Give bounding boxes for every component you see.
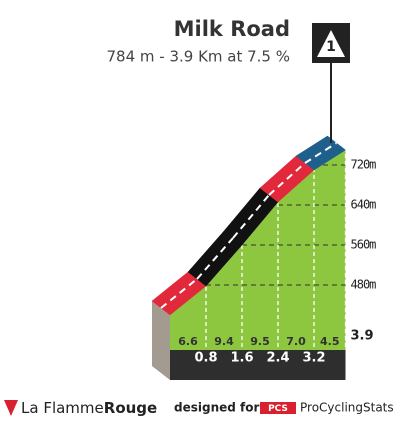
credit: designed for bbox=[174, 401, 259, 415]
y-tick-label: 560m bbox=[351, 238, 377, 252]
gradient-label: 9.5 bbox=[250, 335, 270, 348]
badge-bg bbox=[260, 402, 296, 414]
center-line bbox=[160, 278, 198, 309]
center-line bbox=[196, 237, 234, 280]
gradient-label: 6.6 bbox=[178, 335, 198, 348]
x-tick-label: 1.6 bbox=[230, 351, 253, 366]
brand-bold: Rouge bbox=[104, 399, 157, 417]
category-triangle bbox=[317, 30, 345, 57]
badge: PCS bbox=[268, 404, 288, 414]
x-tick-label: 3.9 bbox=[351, 329, 374, 344]
y-tick-label: 480m bbox=[351, 278, 377, 292]
ground bbox=[170, 150, 346, 350]
y-tick-label: 640m bbox=[351, 198, 377, 212]
x-tick-label: 0.8 bbox=[194, 351, 217, 366]
site: ProCyclingStats bbox=[300, 401, 394, 415]
category-label: 1 bbox=[326, 39, 336, 55]
brand-text: La Flamme bbox=[21, 399, 104, 417]
gradient-label: 7.0 bbox=[286, 335, 306, 348]
side-wall bbox=[152, 301, 170, 380]
footer: La FlammeRouge designed for PCS ProCycli… bbox=[4, 399, 394, 417]
center-line bbox=[232, 194, 270, 239]
chart-title: Milk Road bbox=[174, 17, 290, 41]
gradient-label: 9.4 bbox=[214, 335, 234, 348]
center-line bbox=[268, 162, 306, 196]
x-tick-label: 3.2 bbox=[302, 351, 325, 366]
brand: La FlammeRouge bbox=[21, 399, 157, 417]
base-band bbox=[170, 350, 346, 380]
center-line bbox=[304, 142, 338, 164]
profile: 480m 560m 640m 720m 0.8 1.6 2.4 3.2 3.9 6.6 9.4 9.5… bbox=[151, 63, 377, 380]
brand-logo bbox=[4, 400, 18, 416]
chart-subtitle: 784 m - 3.9 Km at 7.5 % bbox=[106, 48, 290, 66]
gradient-label: 4.5 bbox=[320, 335, 340, 348]
x-tick-label: 2.4 bbox=[266, 351, 289, 366]
y-tick-label: 720m bbox=[351, 158, 377, 172]
